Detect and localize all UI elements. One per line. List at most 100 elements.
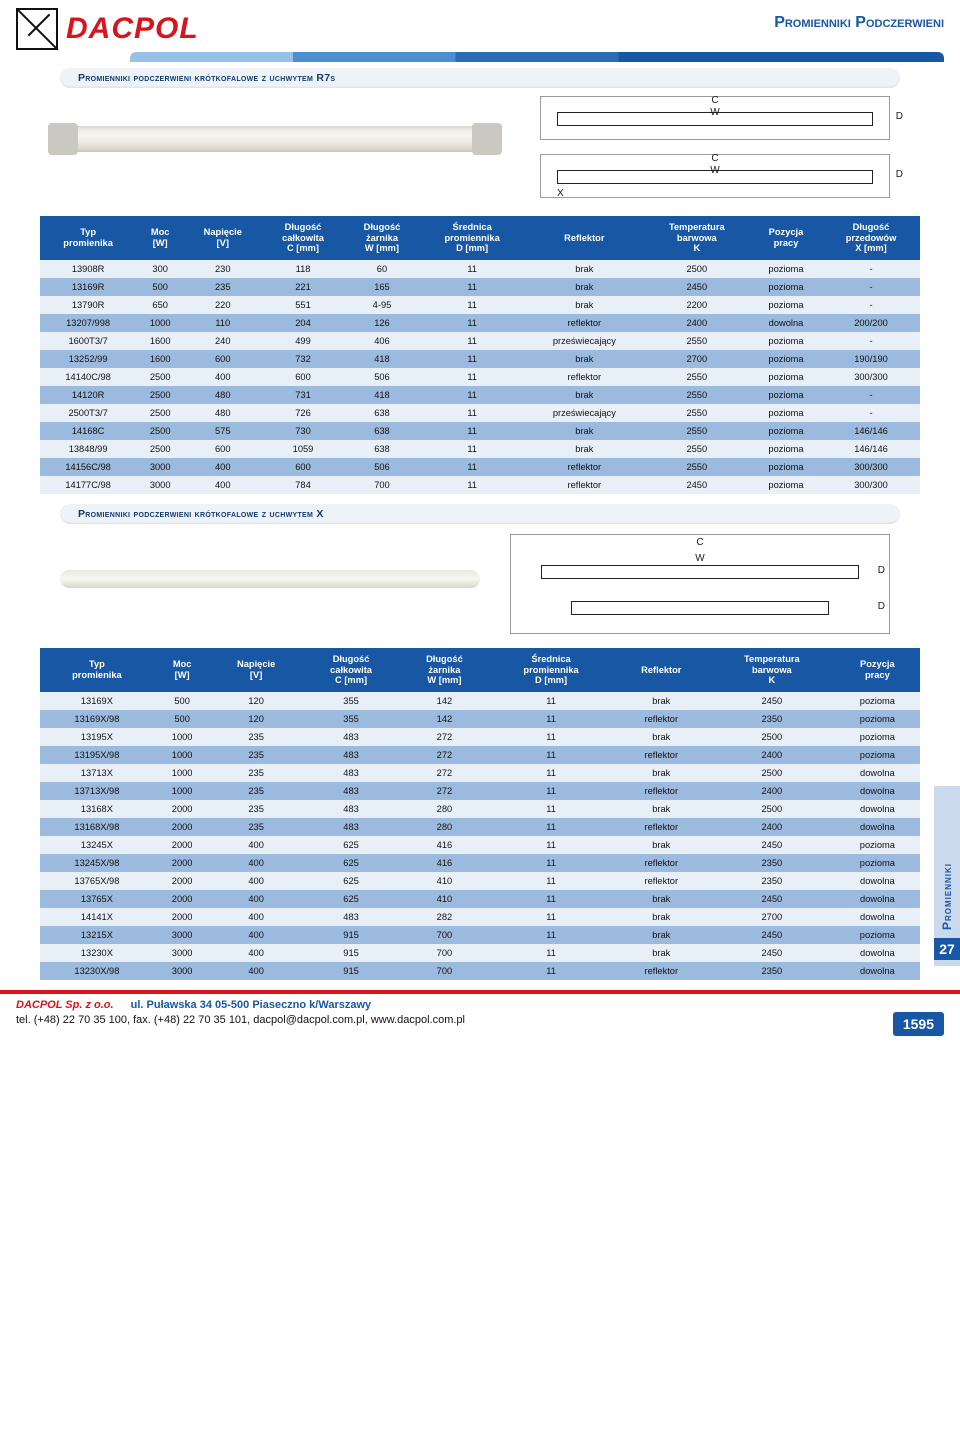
table-cell: 11	[419, 296, 525, 314]
table-cell: 1000	[154, 746, 211, 764]
table-cell: pozioma	[835, 926, 920, 944]
table-cell: brak	[525, 440, 644, 458]
table-header-cell: Pozycjapracy	[835, 648, 920, 692]
table-cell: -	[822, 278, 920, 296]
table-cell: 14120R	[40, 386, 136, 404]
table-row: 1600T3/7160024049940611przeświecający255…	[40, 332, 920, 350]
table-cell: 480	[184, 404, 261, 422]
table-cell: 13195X	[40, 728, 154, 746]
table-cell: 400	[184, 368, 261, 386]
diagram-r7s: C W D C W D X	[40, 92, 920, 212]
table-cell: 410	[400, 890, 488, 908]
table-cell: 13168X/98	[40, 818, 154, 836]
table-cell: 2000	[154, 818, 211, 836]
schematic-r7s-top: C W D	[540, 96, 890, 140]
table-cell: 14156C/98	[40, 458, 136, 476]
table-cell: 600	[261, 368, 344, 386]
table-cell: 3000	[136, 476, 184, 494]
table-cell: 600	[184, 350, 261, 368]
table-cell: 11	[419, 386, 525, 404]
table-cell: pozioma	[750, 476, 822, 494]
table-cell: 118	[261, 260, 344, 278]
table-cell: reflektor	[614, 854, 709, 872]
table-cell: 2500	[136, 440, 184, 458]
table-cell: 13168X	[40, 800, 154, 818]
table-cell: pozioma	[835, 854, 920, 872]
table-cell: 2000	[154, 872, 211, 890]
table-cell: brak	[525, 296, 644, 314]
table-cell: 625	[302, 836, 400, 854]
table-cell: 11	[489, 872, 614, 890]
table-cell: dowolna	[750, 314, 822, 332]
table-cell: 700	[400, 926, 488, 944]
table-cell: 400	[210, 854, 301, 872]
lamp-photo-r7s	[60, 126, 490, 152]
table-cell: pozioma	[750, 422, 822, 440]
table-cell: 2000	[154, 908, 211, 926]
label-d: D	[878, 565, 885, 576]
table-cell: 500	[154, 710, 211, 728]
table-cell: 272	[400, 746, 488, 764]
table-cell: 416	[400, 854, 488, 872]
table-row: 13230X300040091570011brak2450dowolna	[40, 944, 920, 962]
table-cell: 400	[210, 908, 301, 926]
table-cell: 3000	[154, 962, 211, 980]
table-header-cell: ŚrednicapromiennikaD [mm]	[489, 648, 614, 692]
table-cell: 2400	[709, 746, 835, 764]
table-row: 13195X/98100023548327211reflektor2400poz…	[40, 746, 920, 764]
table-cell: 400	[184, 476, 261, 494]
table-x: TyppromienikaMoc[W]Napięcie[V]Długośćcał…	[40, 648, 920, 980]
table-cell: 732	[261, 350, 344, 368]
table-cell: 575	[184, 422, 261, 440]
table-cell: 11	[419, 458, 525, 476]
table-cell: dowolna	[835, 962, 920, 980]
table-cell: 406	[345, 332, 420, 350]
table-cell: 146/146	[822, 440, 920, 458]
table-r7s-head: TyppromienikaMoc[W]Napięcie[V]Długośćcał…	[40, 216, 920, 260]
schematic-r7s-bottom: C W D X	[540, 154, 890, 198]
table-row: 13169X50012035514211brak2450pozioma	[40, 692, 920, 710]
table-cell: 625	[302, 854, 400, 872]
lamp-photo-x	[60, 570, 480, 588]
table-cell: pozioma	[835, 836, 920, 854]
table-cell: 235	[210, 728, 301, 746]
diagram-x: C W D D	[40, 528, 920, 644]
table-row: 13713X100023548327211brak2500dowolna	[40, 764, 920, 782]
header-wave-decoration	[130, 52, 944, 62]
table-header-cell: TemperaturabarwowaK	[709, 648, 835, 692]
table-cell: 506	[345, 458, 420, 476]
table-cell: 13790R	[40, 296, 136, 314]
table-cell: 700	[400, 962, 488, 980]
table-header-cell: Moc[W]	[154, 648, 211, 692]
table-header-cell: DługośćcałkowitaC [mm]	[261, 216, 344, 260]
table-cell: dowolna	[835, 818, 920, 836]
table-cell: 2450	[709, 890, 835, 908]
table-cell: 235	[210, 746, 301, 764]
label-d: D	[896, 169, 903, 180]
table-cell: 11	[419, 368, 525, 386]
table-cell: 13713X/98	[40, 782, 154, 800]
table-cell: 11	[419, 278, 525, 296]
table-row: 13230X/98300040091570011reflektor2350dow…	[40, 962, 920, 980]
table-cell: 1600	[136, 332, 184, 350]
table-header-cell: Napięcie[V]	[210, 648, 301, 692]
table-cell: 280	[400, 818, 488, 836]
table-cell: 11	[489, 836, 614, 854]
table-cell: 165	[345, 278, 420, 296]
table-cell: 483	[302, 782, 400, 800]
table-cell: pozioma	[835, 710, 920, 728]
table-cell: 483	[302, 746, 400, 764]
table-cell: 784	[261, 476, 344, 494]
table-cell: pozioma	[750, 386, 822, 404]
table-cell: dowolna	[835, 800, 920, 818]
table-cell: 1000	[154, 764, 211, 782]
table-cell: reflektor	[525, 458, 644, 476]
table-cell: pozioma	[750, 458, 822, 476]
table-row: 14120R250048073141811brak2550pozioma-	[40, 386, 920, 404]
table-cell: 400	[210, 872, 301, 890]
table-cell: 2350	[709, 854, 835, 872]
table-cell: 2500	[136, 422, 184, 440]
table-cell: 13765X	[40, 890, 154, 908]
table-cell: 272	[400, 728, 488, 746]
table-cell: 11	[419, 314, 525, 332]
